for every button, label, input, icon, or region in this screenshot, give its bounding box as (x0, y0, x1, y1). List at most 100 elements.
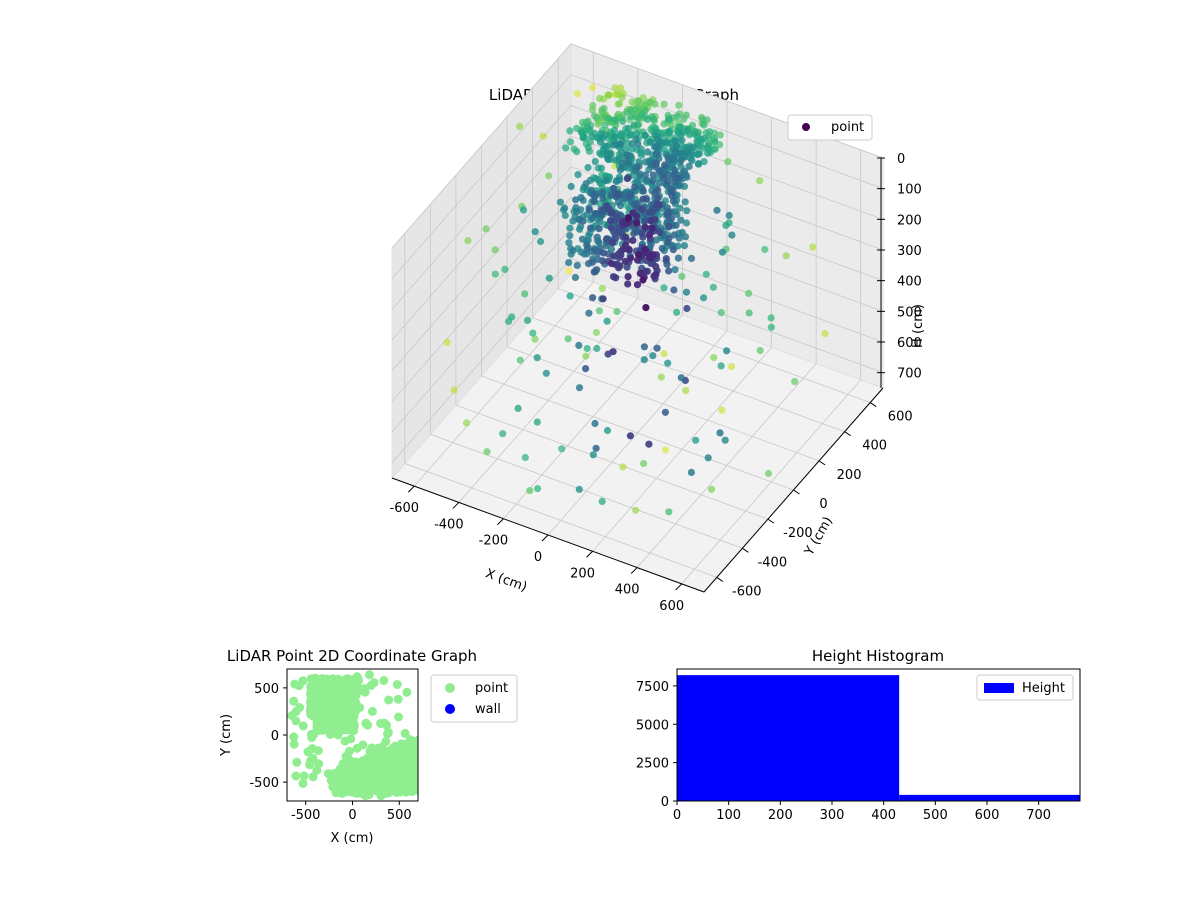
point-3d (665, 127, 673, 135)
point-3d (539, 132, 547, 140)
point-3d (678, 136, 686, 144)
point-3d (619, 117, 627, 125)
point-3d (616, 140, 624, 149)
point-2d (294, 681, 304, 691)
point-3d (638, 110, 646, 119)
point-3d (652, 163, 660, 171)
point-3d (693, 132, 702, 140)
y-tick-label: 0 (661, 795, 669, 810)
x-tick-label: 500 (387, 808, 412, 823)
point-3d (610, 141, 618, 149)
point-3d (665, 209, 673, 217)
grid-z-line (391, 196, 884, 402)
point-3d (596, 149, 604, 157)
point-2d (374, 759, 384, 769)
point-3d (702, 270, 710, 278)
point-3d (644, 148, 652, 156)
histogram-frame (676, 668, 1081, 802)
point-3d (594, 120, 602, 128)
x-tick-label: -200 (479, 534, 509, 549)
point-3d (718, 248, 727, 256)
point-3d (508, 313, 516, 321)
point-3d (654, 186, 662, 194)
point-2d (406, 750, 416, 759)
point-3d (683, 304, 691, 313)
x-tick-label: 100 (716, 808, 741, 823)
point-3d (626, 432, 635, 440)
point-3d (592, 328, 601, 337)
point-3d (617, 251, 625, 259)
y-tick-mark (844, 431, 851, 437)
point-3d (571, 273, 580, 282)
y-tick-mark (818, 460, 826, 466)
point-2d (388, 747, 398, 757)
point-2d (384, 788, 394, 798)
chart-3d-legend-label: point (831, 120, 864, 135)
point-3d (651, 100, 659, 108)
chart-2d-y-label: Y (cm) (219, 714, 234, 757)
point-3d (569, 247, 577, 255)
point-3d (703, 116, 711, 124)
point-3d (660, 284, 668, 292)
point-3d (641, 171, 650, 179)
point-3d (665, 267, 673, 275)
grid-y-line (557, 58, 871, 403)
point-3d (575, 485, 583, 493)
histogram-title: Height Histogram (812, 647, 944, 665)
point-3d (610, 133, 618, 141)
point-3d (564, 335, 572, 343)
point-3d (656, 228, 664, 237)
point-2d (394, 712, 403, 722)
point-2d (363, 753, 373, 763)
point-3d (682, 171, 690, 179)
point-3d (640, 343, 649, 351)
point-3d (655, 201, 663, 209)
point-3d (624, 124, 633, 132)
y-tick-mark (793, 489, 800, 495)
point-3d (685, 162, 693, 170)
point-2d (402, 687, 412, 697)
point-3d (628, 98, 636, 106)
point-3d (516, 122, 524, 130)
point-3d (566, 127, 574, 135)
point-2d (411, 779, 418, 789)
point-3d (725, 211, 733, 220)
point-3d (645, 208, 654, 216)
histogram-bar (677, 675, 900, 801)
point-3d (617, 84, 625, 92)
point-3d (624, 273, 632, 281)
chart-2d-legend-wall-label: wall (475, 702, 501, 717)
point-3d (672, 221, 680, 229)
point-3d (631, 106, 639, 114)
point-3d (601, 121, 609, 129)
point-3d (675, 174, 683, 182)
point-3d (491, 270, 499, 278)
point-3d (782, 252, 790, 260)
point-3d (673, 308, 681, 316)
point-3d (584, 143, 592, 152)
point-3d (565, 267, 573, 275)
point-3d (621, 233, 629, 241)
chart-3d-legend: point (787, 114, 873, 141)
point-3d (514, 404, 522, 412)
point-2d (307, 732, 317, 742)
grid-z-line (391, 104, 884, 310)
point-3d (717, 362, 725, 370)
point-3d (577, 194, 585, 202)
point-2d (402, 758, 412, 768)
point-3d (641, 216, 649, 224)
histogram-bar (899, 794, 1080, 801)
point-3d (630, 229, 638, 238)
point-3d (634, 251, 643, 259)
point-3d (694, 160, 703, 168)
chart-2d-ticks: -500 0 500 -500 0 500 (249, 682, 411, 823)
point-3d (533, 354, 541, 362)
point-3d (542, 369, 550, 377)
point-3d (616, 100, 624, 108)
y-tick-label: 5000 (636, 718, 669, 733)
point-3d (649, 352, 657, 360)
point-3d (450, 386, 458, 394)
y-tick-label: 2500 (636, 757, 669, 772)
point-3d (677, 374, 685, 382)
point-3d (531, 228, 539, 236)
